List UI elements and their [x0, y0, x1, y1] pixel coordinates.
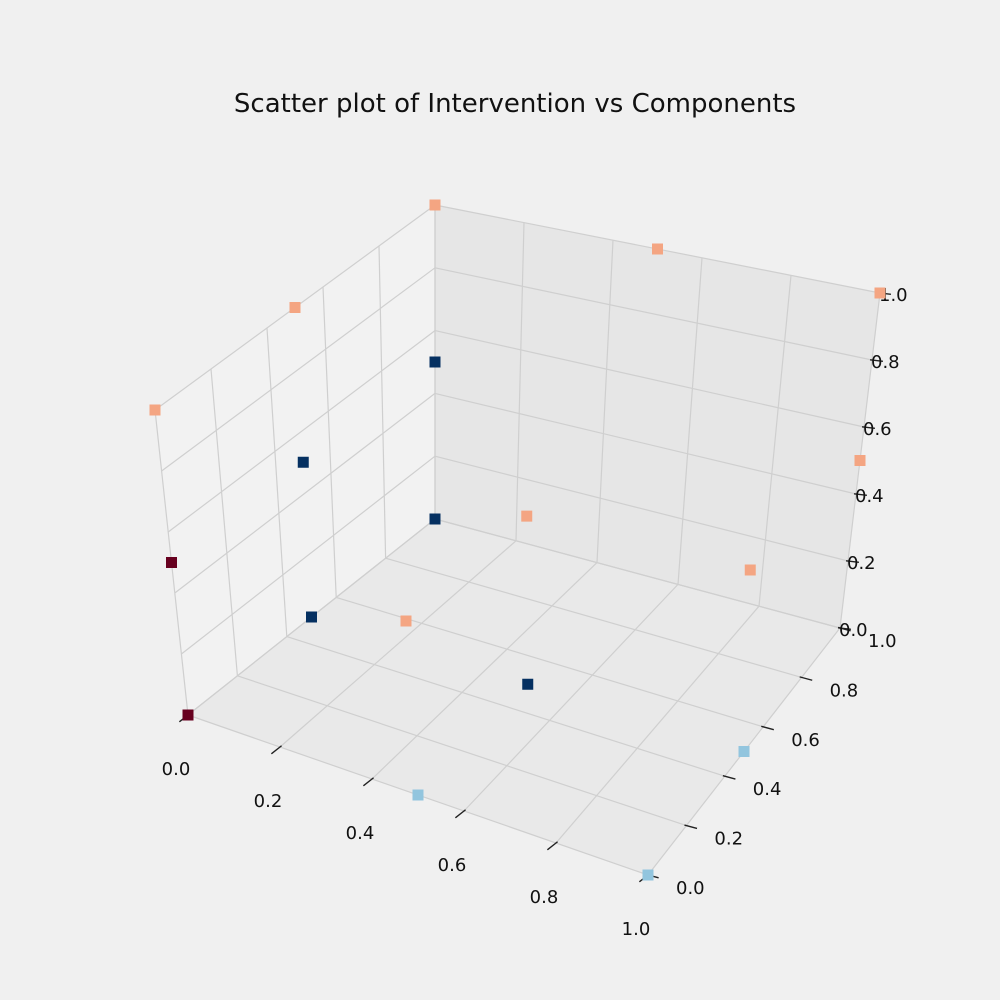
- z-axis-tick-mark: [837, 627, 852, 631]
- scatter-point: [412, 789, 424, 801]
- scatter-point: [642, 869, 654, 881]
- gridline-y: [286, 636, 725, 777]
- gridline-x: [596, 240, 614, 563]
- scatter-point: [429, 356, 441, 368]
- gridline-x: [463, 583, 679, 812]
- left-wall-pane: [155, 205, 435, 715]
- scatter-point: [744, 564, 756, 576]
- scatter-point: [297, 456, 309, 468]
- gridline-y: [210, 368, 238, 676]
- z-axis-tick-label: 0.6: [863, 419, 892, 440]
- scatter-point: [400, 615, 412, 627]
- y-axis-tick-label: 0.0: [676, 878, 705, 899]
- scatter-point: [166, 557, 177, 568]
- x-axis-tick-label: 0.0: [162, 759, 191, 780]
- x-axis-tick-label: 0.8: [530, 887, 559, 908]
- gridlines: [154, 204, 881, 876]
- x-axis-tick-label: 0.2: [254, 791, 283, 812]
- scatter-point: [182, 709, 194, 721]
- gridline-x: [758, 275, 792, 607]
- z-axis-tick-label: 0.2: [847, 553, 876, 574]
- y-axis-tick-label: 1.0: [868, 631, 897, 652]
- scatter-point: [306, 611, 317, 623]
- x-axis-tick-mark: [362, 777, 375, 787]
- y-axis-tick-label: 0.8: [830, 680, 859, 701]
- gridline-z: [434, 455, 849, 562]
- floor-pane: [188, 519, 840, 875]
- x-axis-tick-label: 0.4: [346, 823, 375, 844]
- scatter-point: [289, 302, 301, 313]
- y-axis-tick-mark: [799, 676, 813, 681]
- scatter-point: [522, 678, 534, 690]
- x-axis-tick-label: 1.0: [622, 919, 651, 940]
- y-axis-tick-mark: [684, 824, 698, 830]
- scatter-point: [854, 455, 866, 466]
- back-wall-pane: [435, 205, 880, 628]
- gridline-z: [174, 392, 436, 594]
- y-axis-tick-mark: [722, 775, 736, 780]
- gridline-z: [167, 330, 436, 533]
- z-axis-tick-label: 0.0: [839, 620, 868, 641]
- gridline-x: [279, 540, 517, 748]
- x-axis-tick-mark: [454, 809, 467, 819]
- gridline-z: [161, 267, 436, 472]
- gridline-y: [378, 245, 387, 559]
- gridline-x: [555, 605, 760, 844]
- y-axis-tick-label: 0.2: [714, 829, 743, 850]
- gridline-x: [515, 222, 525, 541]
- x-axis-tick-mark: [270, 745, 283, 755]
- z-axis-tick-label: 0.8: [871, 352, 900, 373]
- chart-title: Scatter plot of Intervention vs Componen…: [234, 89, 796, 119]
- scatter-point: [429, 199, 441, 211]
- y-axis-tick-mark: [761, 725, 775, 731]
- z-axis-tick-label: 1.0: [879, 285, 908, 306]
- scatter-point: [874, 287, 886, 299]
- x-axis-tick-label: 0.6: [438, 855, 467, 876]
- z-axis-tick-mark: [845, 560, 860, 564]
- gridline-z: [434, 392, 857, 495]
- axis-panes: [155, 205, 880, 875]
- gridline-y: [237, 675, 687, 827]
- scatter-point: [149, 404, 161, 416]
- z-axis-tick-mark: [869, 359, 884, 363]
- gridline-z: [434, 330, 865, 428]
- y-axis-tick-label: 0.6: [791, 730, 820, 751]
- gridline-x: [677, 257, 703, 585]
- z-axis-tick-mark: [853, 493, 868, 497]
- gridline-z: [181, 455, 436, 655]
- gridline-x: [371, 562, 598, 780]
- gridline-y: [266, 327, 288, 637]
- z-axis-tick-mark: [861, 426, 876, 430]
- scatter-point: [738, 746, 750, 757]
- gridline-z: [434, 267, 873, 361]
- axis-ticks: 0.00.20.40.60.81.00.00.20.40.60.81.00.00…: [162, 285, 908, 940]
- gridline-y: [385, 557, 802, 678]
- scatter-point: [652, 243, 663, 255]
- scatter-point: [521, 510, 533, 522]
- z-axis-tick-label: 0.4: [855, 486, 884, 507]
- data-points: [149, 199, 886, 881]
- gridline-y: [322, 286, 337, 598]
- gridline-y: [434, 518, 841, 629]
- y-axis-tick-label: 0.4: [753, 779, 782, 800]
- scatter-point: [429, 513, 441, 525]
- x-axis-tick-mark: [546, 841, 559, 851]
